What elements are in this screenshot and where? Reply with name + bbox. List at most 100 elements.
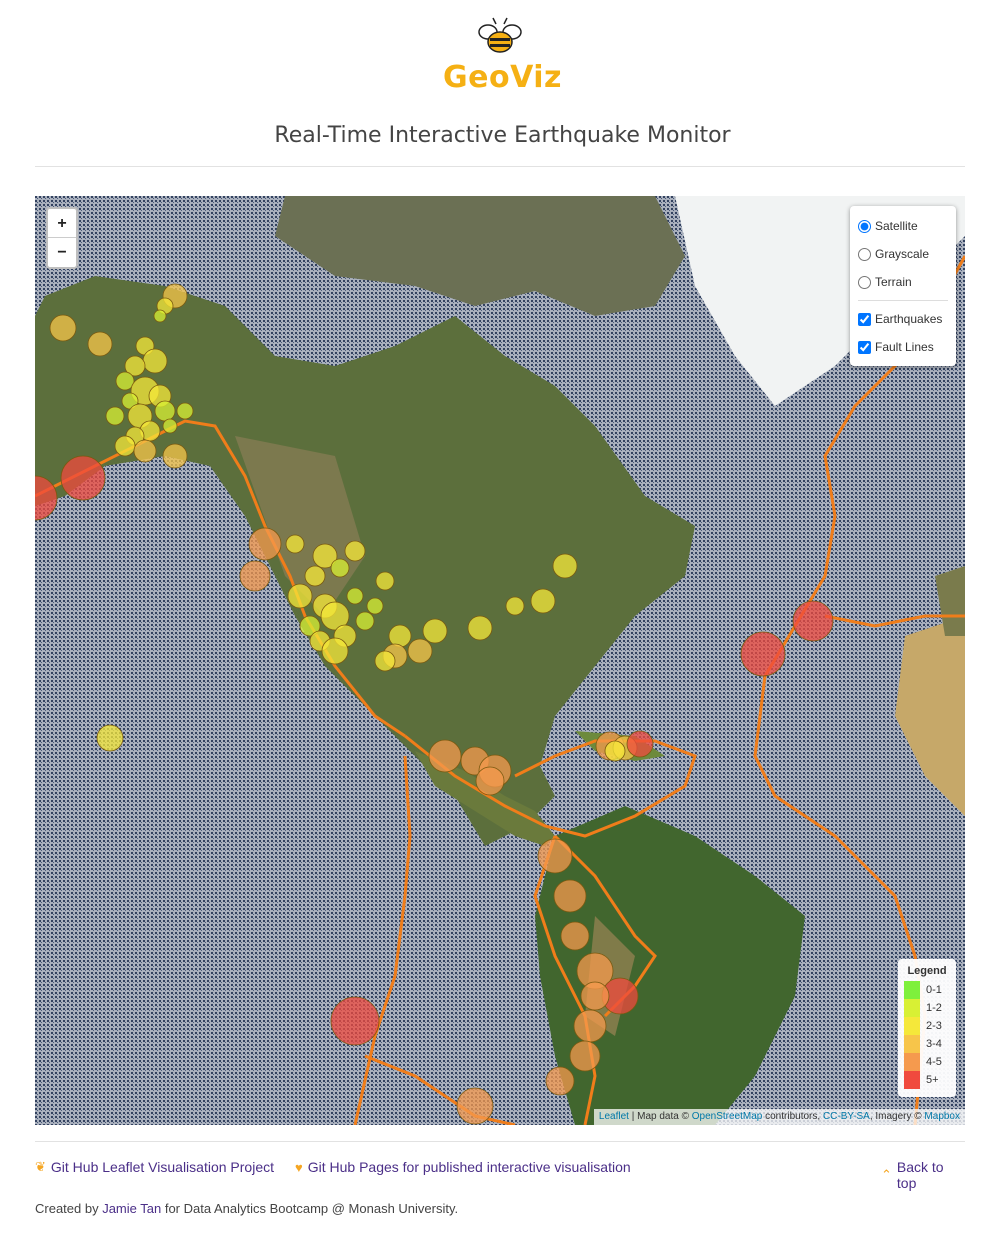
earthquake-marker[interactable]: [133, 439, 157, 463]
overlay-earthquakes-checkbox[interactable]: [858, 312, 871, 326]
earthquake-marker[interactable]: [49, 314, 77, 342]
footer-divider: [35, 1141, 965, 1142]
layer-grayscale-radio[interactable]: [858, 247, 871, 261]
earthquake-marker[interactable]: [355, 611, 375, 631]
earthquake-marker[interactable]: [560, 921, 590, 951]
earthquake-marker[interactable]: [162, 443, 188, 469]
double-chevron-up-icon: ⌃: [881, 1167, 892, 1182]
attribution-text: , Imagery ©: [869, 1111, 925, 1122]
earthquake-marker[interactable]: [475, 766, 505, 796]
earthquake-marker[interactable]: [422, 618, 448, 644]
earthquake-marker[interactable]: [530, 588, 556, 614]
overlay-fault-lines[interactable]: Fault Lines: [858, 333, 948, 361]
legend-label: 2-3: [926, 1020, 942, 1032]
earthquake-marker[interactable]: [162, 418, 178, 434]
earthquake-marker[interactable]: [124, 355, 146, 377]
basemap: [35, 196, 965, 1125]
earthquake-marker[interactable]: [105, 406, 125, 426]
layer-satellite-radio[interactable]: [858, 219, 871, 233]
credit-prefix: Created by: [35, 1201, 103, 1216]
earthquake-marker[interactable]: [792, 600, 834, 642]
earthquake-marker[interactable]: [142, 348, 168, 374]
heart-icon: ♥: [295, 1159, 303, 1175]
central-america: [415, 751, 555, 846]
earthquake-marker[interactable]: [304, 565, 326, 587]
bee-icon: [478, 17, 522, 53]
earthquake-marker[interactable]: [375, 571, 395, 591]
earthquake-marker[interactable]: [366, 597, 384, 615]
earthquake-marker[interactable]: [321, 637, 349, 665]
earthquake-marker[interactable]: [388, 624, 412, 648]
license-link[interactable]: CC-BY-SA: [822, 1111, 870, 1122]
earthquake-marker[interactable]: [312, 543, 338, 569]
legend-swatch: [904, 999, 920, 1017]
earthquake-marker[interactable]: [87, 331, 113, 357]
earthquake-marker[interactable]: [96, 724, 124, 752]
north-america: [35, 276, 695, 846]
legend-swatch: [904, 1071, 920, 1089]
github-project-link[interactable]: ❦ Git Hub Leaflet Visualisation Project: [35, 1159, 274, 1175]
osm-link[interactable]: OpenStreetMap: [691, 1111, 763, 1122]
legend-item: 0-1: [904, 981, 950, 999]
zoom-in-button[interactable]: +: [48, 209, 76, 238]
earthquake-marker[interactable]: [553, 879, 587, 913]
layer-terrain-radio[interactable]: [858, 275, 871, 289]
layer-satellite[interactable]: Satellite: [858, 212, 948, 240]
mapbox-link[interactable]: Mapbox: [924, 1111, 960, 1122]
earthquake-marker[interactable]: [456, 1087, 494, 1125]
footer-links: ❦ Git Hub Leaflet Visualisation Project …: [35, 1159, 965, 1191]
legend-label: 5+: [926, 1074, 939, 1086]
overlay-fault-lines-checkbox[interactable]: [858, 340, 871, 354]
earthquake-marker[interactable]: [344, 540, 366, 562]
earthquake-markers[interactable]: [35, 283, 834, 1125]
earthquake-marker[interactable]: [573, 1009, 607, 1043]
earthquake-marker[interactable]: [374, 650, 396, 672]
legend-item: 2-3: [904, 1017, 950, 1035]
author-link[interactable]: Jamie Tan: [102, 1201, 162, 1216]
earthquake-marker[interactable]: [545, 1066, 575, 1096]
earthquake-marker[interactable]: [537, 838, 573, 874]
legend-swatch: [904, 1035, 920, 1053]
layer-terrain[interactable]: Terrain: [858, 268, 948, 296]
earthquake-marker[interactable]: [580, 981, 610, 1011]
earthquake-marker[interactable]: [114, 435, 136, 457]
earthquake-marker[interactable]: [320, 601, 350, 631]
earthquake-marker[interactable]: [176, 402, 194, 420]
leaflet-link[interactable]: Leaflet: [598, 1111, 629, 1122]
earthquake-marker[interactable]: [505, 596, 525, 616]
map[interactable]: + − Satellite Grayscale Terrain Earthqua…: [35, 196, 965, 1125]
earthquake-marker[interactable]: [346, 587, 364, 605]
overlay-earthquakes[interactable]: Earthquakes: [858, 305, 948, 333]
zoom-out-button[interactable]: −: [57, 244, 67, 261]
layer-grayscale-label: Grayscale: [875, 247, 930, 261]
header-divider: [35, 166, 965, 167]
github-pages-link[interactable]: ♥ Git Hub Pages for published interactiv…: [295, 1159, 631, 1175]
earthquake-marker[interactable]: [569, 1040, 601, 1072]
earthquake-marker[interactable]: [428, 739, 462, 773]
earthquake-marker[interactable]: [626, 730, 654, 758]
earthquake-marker[interactable]: [60, 455, 106, 501]
earthquake-marker[interactable]: [330, 558, 350, 578]
earthquake-marker[interactable]: [330, 996, 380, 1046]
back-to-top-link[interactable]: ⌃ Back to top: [881, 1159, 965, 1191]
earthquake-marker[interactable]: [239, 560, 271, 592]
leaf-icon: ❦: [35, 1159, 46, 1174]
earthquake-marker[interactable]: [115, 371, 135, 391]
legend: Legend 0-1 1-2 2-3 3-4 4-5 5+: [898, 959, 956, 1097]
earthquake-marker[interactable]: [740, 631, 786, 677]
earthquake-marker[interactable]: [407, 638, 433, 664]
earthquake-marker[interactable]: [467, 615, 493, 641]
earthquake-marker[interactable]: [552, 553, 578, 579]
east-pacific-rise: [353, 755, 412, 1125]
earthquake-marker[interactable]: [285, 534, 305, 554]
earthquake-marker[interactable]: [154, 400, 176, 422]
earthquake-marker[interactable]: [299, 615, 321, 637]
layer-grayscale[interactable]: Grayscale: [858, 240, 948, 268]
legend-label: 0-1: [926, 984, 942, 996]
earthquake-marker[interactable]: [287, 583, 313, 609]
earthquake-marker[interactable]: [153, 309, 167, 323]
earthquake-marker[interactable]: [248, 527, 282, 561]
earthquake-marker[interactable]: [35, 475, 58, 521]
earthquake-marker[interactable]: [604, 740, 626, 762]
legend-item: 3-4: [904, 1035, 950, 1053]
